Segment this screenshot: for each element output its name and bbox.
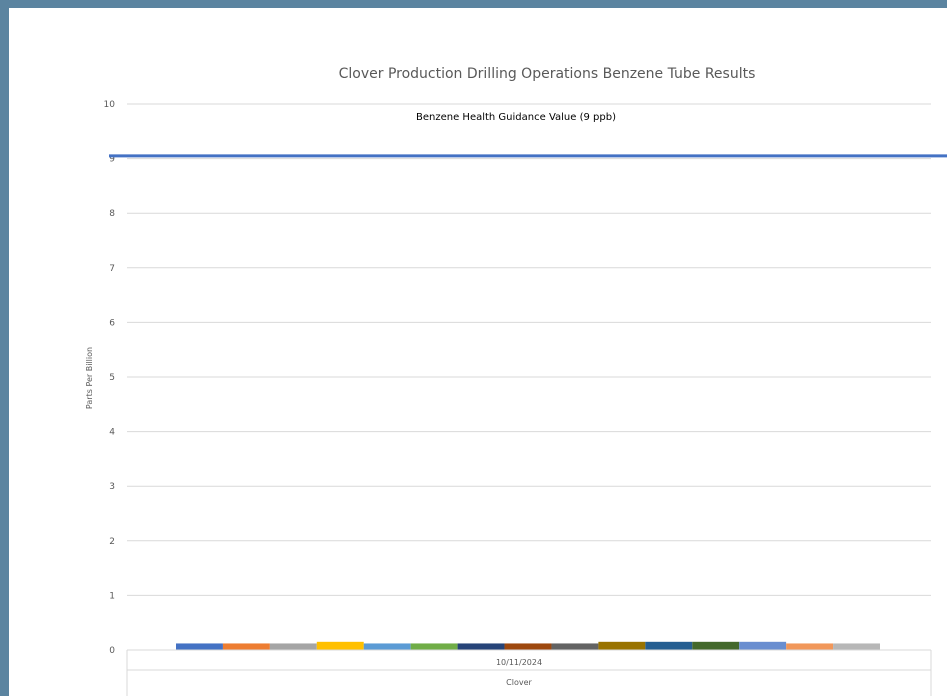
chart-panel: Clover Production Drilling Operations Be… [9, 8, 947, 696]
y-axis-ticks: 0 1 2 3 4 5 6 7 8 9 10 [104, 100, 116, 656]
y-tick-label-9: 9 [109, 155, 115, 165]
bar-14 [833, 643, 880, 650]
bar-4 [363, 643, 411, 650]
bar-5 [410, 643, 458, 650]
bar-3 [316, 641, 364, 650]
bar-1 [222, 643, 270, 650]
x-group-label: Clover [506, 678, 532, 687]
gridlines [127, 103, 931, 651]
bar-12 [739, 641, 787, 650]
x-axis: 10/11/2024 Clover [126, 649, 932, 696]
y-tick-label-10: 10 [104, 100, 116, 110]
reference-line-label: Benzene Health Guidance Value (9 ppb) [416, 112, 616, 123]
bar-10 [645, 641, 693, 650]
bar-9 [598, 641, 646, 650]
y-tick-label-4: 4 [109, 428, 115, 438]
bar-11 [692, 641, 740, 650]
y-axis-label: Parts Per Billion [85, 347, 94, 409]
bar-2 [269, 643, 317, 650]
y-tick-label-0: 0 [109, 646, 115, 656]
bar-6 [457, 643, 505, 650]
y-tick-label-3: 3 [109, 482, 115, 492]
chart-title: Clover Production Drilling Operations Be… [339, 66, 756, 82]
y-tick-label-1: 1 [109, 591, 115, 601]
y-tick-label-7: 7 [109, 264, 115, 274]
chart-svg: Clover Production Drilling Operations Be… [85, 66, 947, 696]
y-tick-label-2: 2 [109, 537, 115, 547]
x-category-label: 10/11/2024 [496, 658, 542, 667]
y-tick-label-5: 5 [109, 373, 115, 383]
bar-13 [786, 643, 834, 650]
bar-7 [504, 643, 552, 650]
y-tick-label-6: 6 [109, 318, 115, 328]
y-tick-label-8: 8 [109, 209, 115, 219]
bars [176, 641, 880, 650]
bar-8 [551, 643, 599, 650]
bar-0 [176, 643, 223, 650]
